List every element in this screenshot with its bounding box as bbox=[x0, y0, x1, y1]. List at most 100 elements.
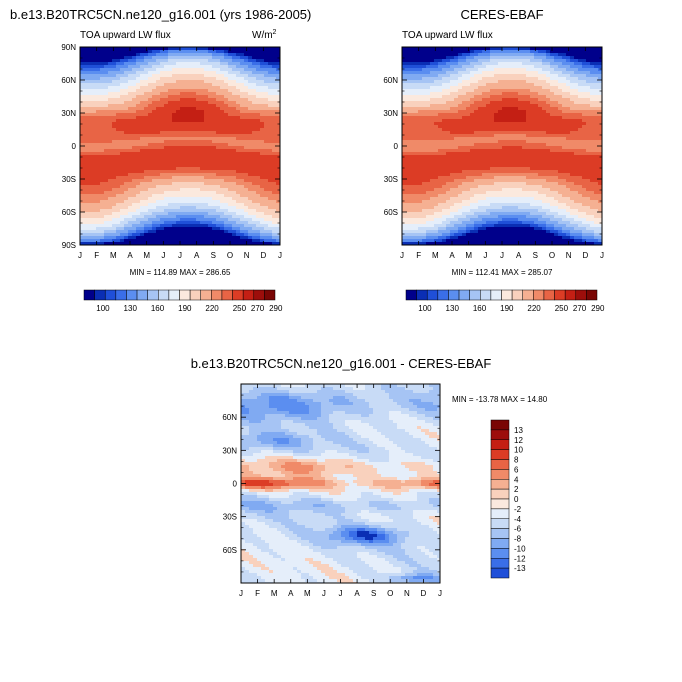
heatmap-cell bbox=[88, 59, 93, 63]
heatmap-cell bbox=[108, 203, 113, 207]
heatmap-cell bbox=[402, 83, 407, 87]
heatmap-cell bbox=[208, 50, 213, 54]
heatmap-cell bbox=[458, 146, 463, 150]
heatmap-cell bbox=[156, 167, 161, 171]
heatmap-cell bbox=[160, 221, 165, 225]
heatmap-cell bbox=[466, 185, 471, 189]
heatmap-cell bbox=[244, 140, 249, 144]
heatmap-cell bbox=[430, 119, 435, 123]
heatmap-cell bbox=[426, 110, 431, 114]
heatmap-cell bbox=[152, 86, 157, 90]
heatmap-cell bbox=[466, 74, 471, 78]
heatmap-cell bbox=[438, 50, 443, 54]
heatmap-cell bbox=[212, 83, 217, 87]
heatmap-cell bbox=[236, 128, 241, 132]
heatmap-cell bbox=[474, 95, 479, 99]
heatmap-cell bbox=[446, 158, 451, 162]
heatmap-cell bbox=[264, 62, 269, 66]
heatmap-cell bbox=[180, 173, 185, 177]
heatmap-cell bbox=[192, 203, 197, 207]
heatmap-cell bbox=[80, 95, 85, 99]
heatmap-cell bbox=[156, 152, 161, 156]
heatmap-cell bbox=[236, 89, 241, 93]
heatmap-cell bbox=[438, 119, 443, 123]
heatmap-cell bbox=[152, 104, 157, 108]
heatmap-cell bbox=[124, 179, 129, 183]
heatmap-cell bbox=[136, 200, 141, 204]
heatmap-cell bbox=[228, 194, 233, 198]
heatmap-cell bbox=[124, 83, 129, 87]
heatmap-cell bbox=[418, 164, 423, 168]
heatmap-cell bbox=[156, 215, 161, 219]
heatmap-cell bbox=[112, 230, 117, 234]
heatmap-cell bbox=[108, 119, 113, 123]
heatmap-cell bbox=[438, 143, 443, 147]
heatmap-cell bbox=[446, 62, 451, 66]
heatmap-cell bbox=[402, 209, 407, 213]
heatmap-cell bbox=[120, 137, 125, 141]
heatmap-cell bbox=[100, 122, 105, 126]
heatmap-cell bbox=[442, 242, 447, 245]
heatmap-cell bbox=[128, 164, 133, 168]
heatmap-cell bbox=[112, 236, 117, 240]
heatmap-cell bbox=[152, 206, 157, 210]
heatmap-cell bbox=[470, 236, 475, 240]
heatmap-cell bbox=[402, 176, 407, 180]
heatmap-cell bbox=[458, 89, 463, 93]
heatmap-cell bbox=[156, 155, 161, 159]
heatmap-cell bbox=[160, 128, 165, 132]
heatmap-cell bbox=[458, 47, 463, 51]
heatmap-cell bbox=[406, 56, 411, 60]
heatmap-cell bbox=[88, 98, 93, 102]
heatmap-cell bbox=[482, 146, 487, 150]
heatmap-cell bbox=[260, 74, 265, 78]
heatmap-cell bbox=[188, 116, 193, 120]
heatmap-cell bbox=[124, 119, 129, 123]
heatmap-cell bbox=[462, 161, 467, 165]
heatmap-cell bbox=[454, 116, 459, 120]
heatmap-cell bbox=[180, 71, 185, 75]
heatmap-cell bbox=[156, 140, 161, 144]
heatmap-cell bbox=[446, 83, 451, 87]
heatmap-cell bbox=[498, 209, 503, 213]
heatmap-cell bbox=[474, 224, 479, 228]
heatmap-cell bbox=[108, 140, 113, 144]
heatmap-cell bbox=[128, 197, 133, 201]
heatmap-cell bbox=[486, 80, 491, 84]
heatmap-cell bbox=[196, 62, 201, 66]
heatmap-cell bbox=[454, 230, 459, 234]
heatmap-cell bbox=[228, 137, 233, 141]
heatmap-cell bbox=[120, 164, 125, 168]
heatmap-cell bbox=[430, 53, 435, 57]
heatmap-cell bbox=[216, 95, 221, 99]
heatmap-cell bbox=[482, 179, 487, 183]
heatmap-cell bbox=[100, 215, 105, 219]
heatmap-cell bbox=[276, 197, 280, 201]
heatmap-cell bbox=[252, 152, 257, 156]
heatmap-cell bbox=[236, 215, 241, 219]
heatmap-cell bbox=[276, 98, 280, 102]
heatmap-cell bbox=[232, 89, 237, 93]
heatmap-cell bbox=[422, 224, 427, 228]
heatmap-cell bbox=[260, 65, 265, 69]
heatmap-cell bbox=[252, 53, 257, 57]
heatmap-cell bbox=[132, 56, 137, 60]
heatmap-cell bbox=[232, 179, 237, 183]
heatmap-cell bbox=[466, 167, 471, 171]
heatmap-cell bbox=[450, 143, 455, 147]
panel-b-minmax: MIN = 112.41 MAX = 285.07 bbox=[452, 268, 553, 277]
heatmap-cell bbox=[112, 218, 117, 222]
heatmap-cell bbox=[112, 176, 117, 180]
heatmap-cell bbox=[196, 128, 201, 132]
heatmap-cell bbox=[132, 104, 137, 108]
heatmap-cell bbox=[466, 161, 471, 165]
heatmap-cell bbox=[200, 170, 205, 174]
heatmap-cell bbox=[248, 158, 253, 162]
heatmap-cell bbox=[434, 155, 439, 159]
heatmap-cell bbox=[180, 170, 185, 174]
heatmap-cell bbox=[482, 107, 487, 111]
heatmap-cell bbox=[140, 107, 145, 111]
heatmap-cell bbox=[470, 56, 475, 60]
heatmap-cell bbox=[466, 137, 471, 141]
heatmap-cell bbox=[172, 125, 177, 129]
